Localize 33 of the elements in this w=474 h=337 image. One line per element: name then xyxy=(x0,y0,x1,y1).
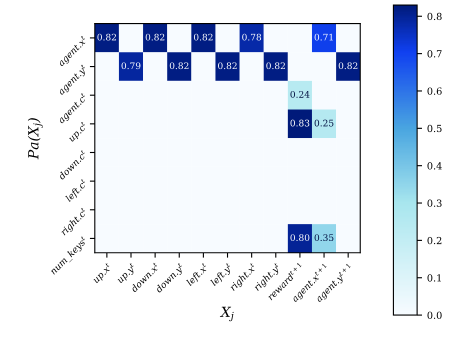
data-label: 0.82 xyxy=(146,34,164,41)
data-label: 0.82 xyxy=(194,34,213,41)
color-bar-label: 0.1 xyxy=(427,274,441,282)
color-bar-label: 0.7 xyxy=(427,50,442,58)
x-axis-title: X$_{j}$ xyxy=(220,306,234,322)
data-label: 0.25 xyxy=(314,120,334,126)
color-bar-label: 0.8 xyxy=(427,12,442,20)
data-label: 0.71 xyxy=(314,34,333,41)
data-label: 0.24 xyxy=(290,90,310,98)
color-bar-label: 0.2 xyxy=(427,236,442,244)
data-label: 0.78 xyxy=(242,34,262,41)
data-label: 0.83 xyxy=(290,120,310,126)
data-label: 0.79 xyxy=(122,62,140,70)
data-label: 0.82 xyxy=(266,62,285,70)
data-label: 0.35 xyxy=(314,234,334,242)
data-label: 0.82 xyxy=(170,62,188,70)
y-tick-label: left.c$^{t}$ xyxy=(64,178,89,204)
data-label: 0.82 xyxy=(97,34,116,41)
data-label: 0.82 xyxy=(338,62,358,70)
y-axis-title: Pa(X$_{j}$) xyxy=(28,118,43,160)
color-bar-label: 0.4 xyxy=(427,162,442,170)
data-label: 0.80 xyxy=(290,234,310,242)
y-tick-label: up.c$^{t}$ xyxy=(67,121,89,144)
data-label: 0.82 xyxy=(218,62,237,70)
y-tick-label: right.c$^{t}$ xyxy=(59,207,90,237)
color-bar-label: 0.0 xyxy=(427,312,442,319)
color-bar-label: 0.3 xyxy=(427,200,442,207)
x-tick-label: left.x$^{t}$ xyxy=(185,262,210,288)
y-tick-label: num_keys$^{t}$ xyxy=(48,236,90,276)
color-bar-label: 0.5 xyxy=(427,124,442,132)
y-tick-label: down.c$^{t}$ xyxy=(57,150,88,180)
color-bar-label: 0.6 xyxy=(427,87,442,95)
x-tick-label: up.x$^{t}$ xyxy=(91,262,114,285)
